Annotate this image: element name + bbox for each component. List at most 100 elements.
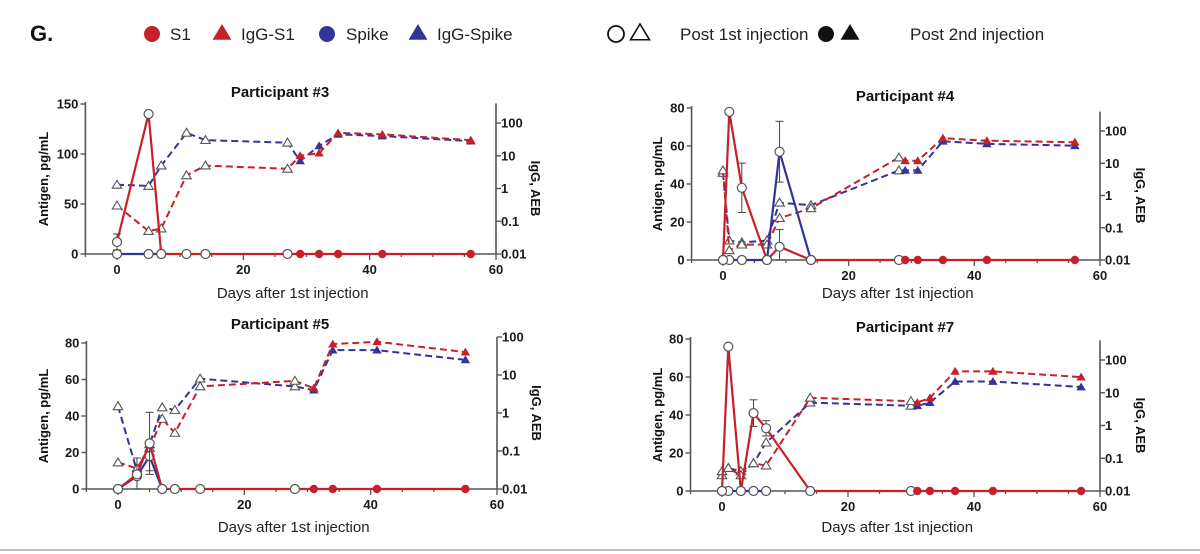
y-tick-label: 150 (57, 97, 79, 112)
data-point (747, 457, 760, 468)
data-point (773, 197, 786, 207)
data-point (466, 249, 475, 259)
legend-label: Spike (346, 25, 389, 44)
y2-tick-label: 1 (501, 181, 508, 196)
y2-tick-label: 1 (1105, 188, 1112, 203)
data-point (314, 249, 324, 259)
y2-tick-label: 10 (1105, 385, 1119, 400)
data-point (913, 156, 923, 165)
data-point (760, 437, 772, 447)
y-tick-label: 20 (65, 445, 79, 460)
y2-tick-label: 100 (502, 330, 524, 345)
y2-axis-title: IgG, AEB (529, 385, 544, 441)
series-s1 (717, 106, 1080, 266)
data-point (724, 106, 735, 117)
legend-label: IgG-S1 (241, 25, 295, 44)
y2-tick-label: 0.1 (1105, 220, 1123, 235)
data-point (805, 485, 816, 497)
legend-triangle-icon (629, 22, 651, 41)
legend-circle-icon (319, 26, 335, 42)
data-point (913, 165, 923, 174)
data-point (1070, 255, 1080, 265)
data-point (200, 248, 211, 260)
data-point (194, 380, 206, 391)
series-line (720, 345, 1082, 493)
series-line (721, 380, 1082, 477)
data-point (982, 255, 992, 265)
data-point (925, 398, 935, 406)
data-point (717, 164, 729, 175)
data-point (723, 341, 734, 352)
y2-tick-label: 100 (1105, 124, 1127, 139)
y-axis-title: Antigen, pg/mL (650, 368, 665, 463)
series-line (117, 442, 466, 491)
y-tick-label: 80 (670, 101, 684, 116)
data-point (372, 345, 382, 354)
data-point (774, 241, 785, 252)
data-point (309, 484, 319, 494)
x-axis-title: Days after 1st injection (217, 285, 369, 302)
legend-item: IgG-S1 (212, 24, 295, 44)
data-point (156, 413, 168, 423)
data-point (1076, 486, 1086, 496)
x-tick-label: 20 (236, 262, 250, 277)
series-igg-spike (112, 345, 471, 475)
data-point (988, 377, 998, 385)
data-point (988, 486, 998, 496)
series-line (721, 110, 1075, 262)
x-tick-label: 60 (489, 262, 503, 277)
x-tick-label: 20 (237, 497, 251, 512)
data-point (143, 248, 154, 260)
data-point (748, 408, 759, 419)
bottom-divider (0, 549, 1200, 551)
x-tick-label: 60 (1093, 268, 1107, 283)
y-tick-label: 40 (669, 408, 683, 423)
data-point (950, 486, 960, 496)
data-point (295, 249, 305, 259)
y2-tick-label: 0.1 (501, 214, 519, 229)
y-tick-label: 60 (670, 139, 684, 154)
data-point (736, 239, 748, 249)
series-line (116, 131, 471, 187)
y2-tick-label: 10 (502, 368, 516, 383)
data-point (717, 254, 729, 266)
y-tick-label: 0 (72, 482, 79, 497)
data-point (774, 146, 785, 157)
data-point (111, 248, 123, 260)
data-point (988, 366, 998, 375)
x-tick-label: 0 (719, 268, 726, 283)
data-point (913, 255, 922, 265)
x-axis-title: Days after 1st injection (218, 519, 370, 536)
x-tick-label: 20 (841, 268, 855, 283)
data-point (328, 484, 337, 494)
y2-axis-title: IgG, AEB (1133, 398, 1148, 454)
data-point (112, 400, 124, 411)
data-point (180, 127, 193, 137)
data-point (180, 169, 193, 180)
y-tick-label: 100 (57, 147, 79, 162)
data-point (925, 393, 935, 402)
data-point (716, 485, 728, 497)
y-tick-label: 60 (669, 370, 683, 385)
legend-label: IgG-Spike (437, 25, 513, 44)
chart-panel-4: Participant #7 0 20 40 60 80 0.01 0.1 1 10 100 0 20 4… (650, 319, 1148, 536)
data-point (461, 484, 470, 494)
x-tick-label: 40 (363, 497, 377, 512)
data-point (735, 485, 747, 497)
data-point (925, 486, 935, 496)
data-point (460, 355, 471, 364)
y2-tick-label: 1 (502, 406, 509, 421)
data-point (156, 401, 168, 412)
legend-item: Post 2nd injection (818, 24, 1044, 44)
data-point (893, 152, 905, 162)
y2-tick-label: 1 (1105, 418, 1112, 433)
y-axis-title: Antigen, pg/mL (650, 137, 665, 232)
x-tick-label: 60 (1093, 499, 1107, 514)
data-point (281, 163, 294, 173)
data-point (142, 180, 155, 190)
data-point (773, 212, 786, 222)
chart-title: Participant #4 (856, 88, 955, 105)
data-point (181, 248, 192, 260)
data-point (378, 249, 387, 259)
data-point (314, 141, 324, 150)
